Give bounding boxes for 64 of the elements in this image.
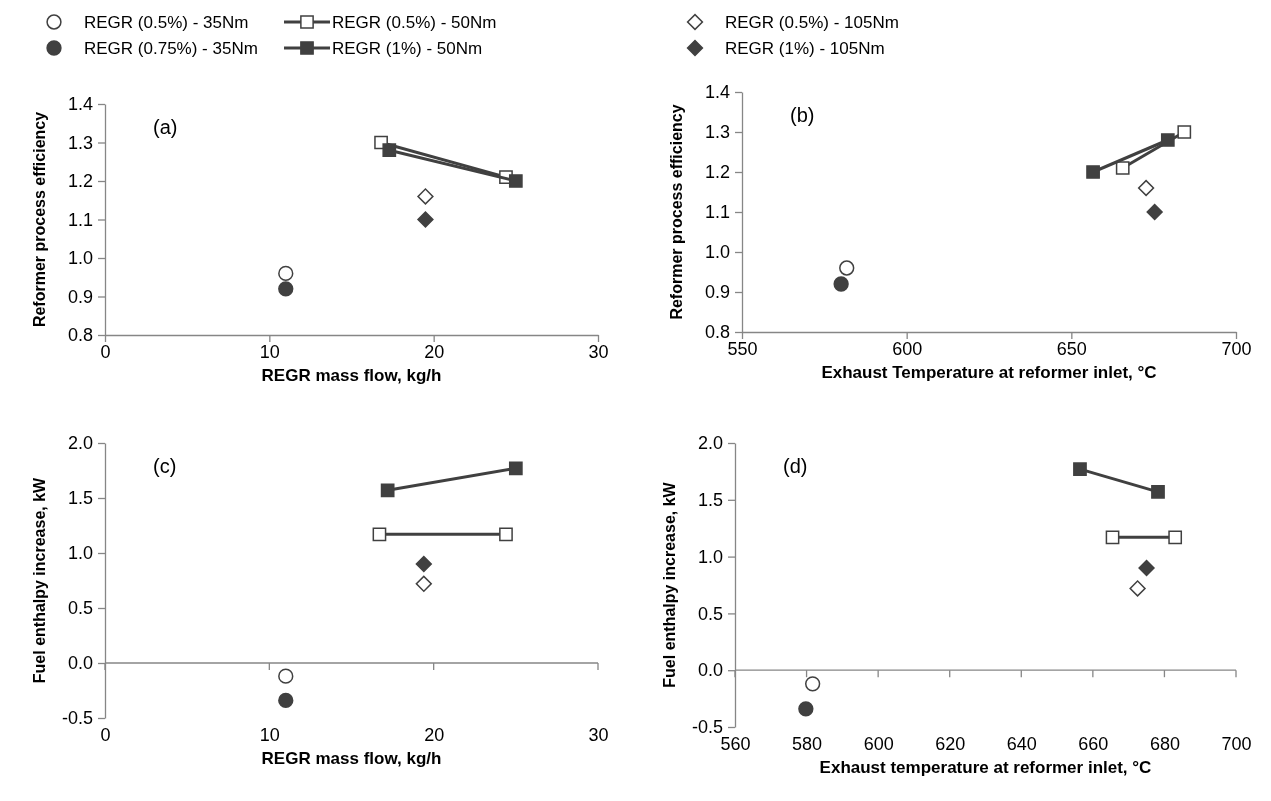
x-tick-label: 10 [259, 724, 280, 745]
y-tick-label: 1.3 [704, 122, 730, 143]
y-tick-label: 1.5 [697, 490, 723, 511]
y-tick-label: 1.2 [704, 162, 730, 183]
y-tick-label: 2.0 [67, 433, 93, 454]
y-tick-label: 1.1 [67, 209, 93, 230]
y-tick-label: 1.4 [704, 82, 730, 103]
x-tick-label: 0 [100, 724, 111, 745]
x-tick-label: 20 [424, 341, 445, 362]
y-tick-label: 1.0 [697, 546, 723, 567]
y-tick-label: 0.9 [704, 282, 730, 303]
y-axis-title: Reformer process efficiency [31, 111, 48, 328]
y-tick-label: 0.5 [697, 603, 723, 624]
y-tick-label: 1.5 [67, 488, 93, 509]
x-axis-title: Exhaust temperature at reformer inlet, °C [819, 758, 1152, 777]
y-tick-label: 1.0 [704, 242, 730, 263]
x-tick-label: 640 [1006, 733, 1037, 754]
x-tick-label: 650 [1056, 338, 1087, 359]
y-tick-label: -0.5 [61, 708, 93, 729]
legend-label: REGR (0.5%) - 50Nm [332, 13, 497, 32]
y-tick-label: 0.5 [67, 598, 93, 619]
y-tick-label: 1.1 [704, 202, 730, 223]
x-axis-title: REGR mass flow, kg/h [261, 366, 442, 385]
x-tick-label: 30 [588, 724, 609, 745]
x-tick-label: 600 [892, 338, 923, 359]
x-tick-label: 0 [100, 341, 111, 362]
x-tick-label: 10 [259, 341, 280, 362]
x-tick-label: 700 [1221, 733, 1252, 754]
y-tick-label: 1.4 [67, 94, 93, 115]
x-tick-label: 580 [792, 733, 823, 754]
x-tick-label: 660 [1078, 733, 1109, 754]
annotation: (c) [153, 455, 177, 477]
legend-label: REGR (0.75%) - 35Nm [84, 39, 258, 58]
y-tick-label: 0.8 [704, 322, 730, 343]
y-tick-label: 1.0 [67, 543, 93, 564]
x-tick-label: 20 [424, 724, 445, 745]
x-tick-label: 560 [720, 733, 751, 754]
annotation: (b) [790, 104, 815, 126]
annotation: (a) [153, 116, 178, 138]
y-tick-label: 2.0 [697, 433, 723, 454]
y-tick-label: -0.5 [691, 717, 723, 738]
x-tick-label: 550 [727, 338, 758, 359]
y-tick-label: 0.0 [697, 660, 723, 681]
x-axis-title: REGR mass flow, kg/h [261, 749, 442, 768]
legend-label: REGR (1%) - 105Nm [725, 39, 885, 58]
legend-label: REGR (1%) - 50Nm [332, 39, 483, 58]
y-tick-label: 0.0 [67, 653, 93, 674]
annotation: (d) [783, 455, 808, 477]
x-axis-title: Exhaust Temperature at reformer inlet, °C [821, 363, 1157, 382]
legend-label: REGR (0.5%) - 35Nm [84, 13, 249, 32]
y-tick-label: 0.9 [67, 286, 93, 307]
y-axis-title: Fuel enthalpy increase, kW [31, 476, 48, 684]
legend-label: REGR (0.5%) - 105Nm [725, 13, 899, 32]
y-tick-label: 1.0 [67, 248, 93, 269]
y-tick-label: 0.8 [67, 325, 93, 346]
y-axis-title: Fuel enthalpy increase, kW [661, 481, 678, 688]
y-tick-label: 1.2 [67, 171, 93, 192]
y-axis-title: Reformer process efficiency [668, 104, 685, 320]
x-tick-label: 620 [935, 733, 966, 754]
x-tick-label: 600 [863, 733, 894, 754]
x-tick-label: 680 [1149, 733, 1180, 754]
x-tick-label: 30 [588, 341, 609, 362]
x-tick-label: 700 [1221, 338, 1252, 359]
y-tick-label: 1.3 [67, 132, 93, 153]
